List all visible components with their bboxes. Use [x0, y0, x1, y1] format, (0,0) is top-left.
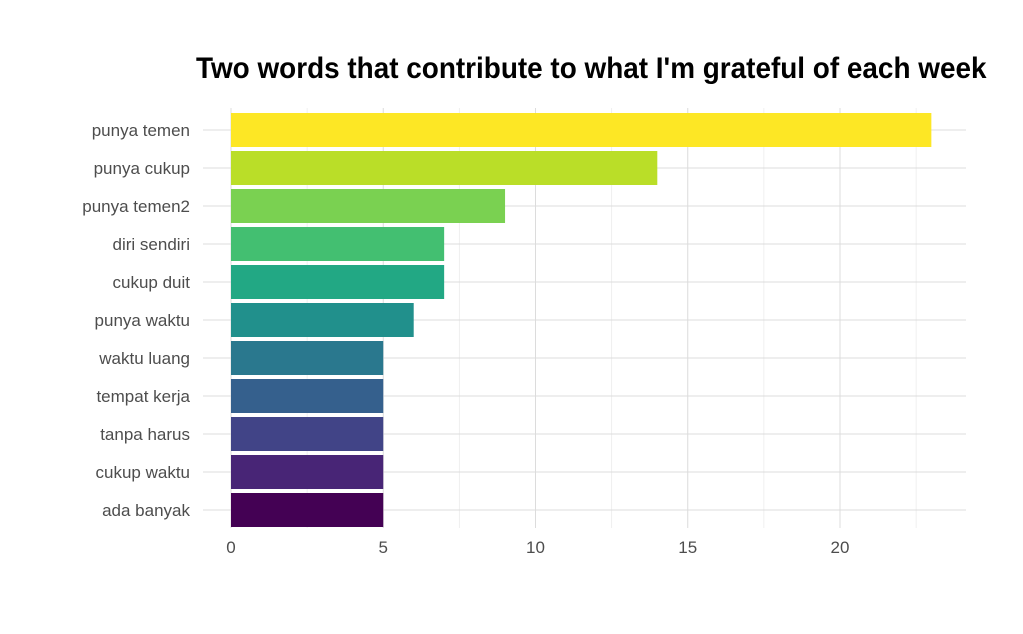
category-label: ada banyak: [102, 501, 190, 520]
bar: [231, 227, 445, 261]
chart-title: Two words that contribute to what I'm gr…: [196, 52, 987, 85]
category-labels: punya temen punya cukup punya temen2 diri s…: [82, 121, 190, 520]
x-tick-label: 5: [379, 538, 388, 557]
bar: [231, 493, 384, 527]
category-label: punya temen2: [82, 197, 190, 216]
bar: [231, 379, 384, 413]
category-label: tempat kerja: [96, 387, 190, 406]
bar: [231, 113, 932, 147]
bar: [231, 189, 506, 223]
category-label: punya waktu: [95, 311, 190, 330]
x-tick-label: 0: [226, 538, 235, 557]
bar: [231, 303, 414, 337]
bars: [231, 113, 932, 527]
x-tick-label: 10: [526, 538, 545, 557]
bar: [231, 455, 384, 489]
category-label: cukup waktu: [96, 463, 191, 482]
x-tick-label: 15: [678, 538, 697, 557]
bar: [231, 417, 384, 451]
bar: [231, 151, 658, 185]
category-label: tanpa harus: [100, 425, 190, 444]
x-tick-labels: 0 5 10 15 20: [226, 538, 849, 557]
x-tick-label: 20: [831, 538, 850, 557]
bar: [231, 265, 445, 299]
category-label: waktu luang: [98, 349, 190, 368]
bar: [231, 341, 384, 375]
category-label: cukup duit: [113, 273, 191, 292]
category-label: diri sendiri: [113, 235, 190, 254]
category-label: punya temen: [92, 121, 190, 140]
category-label: punya cukup: [94, 159, 190, 178]
